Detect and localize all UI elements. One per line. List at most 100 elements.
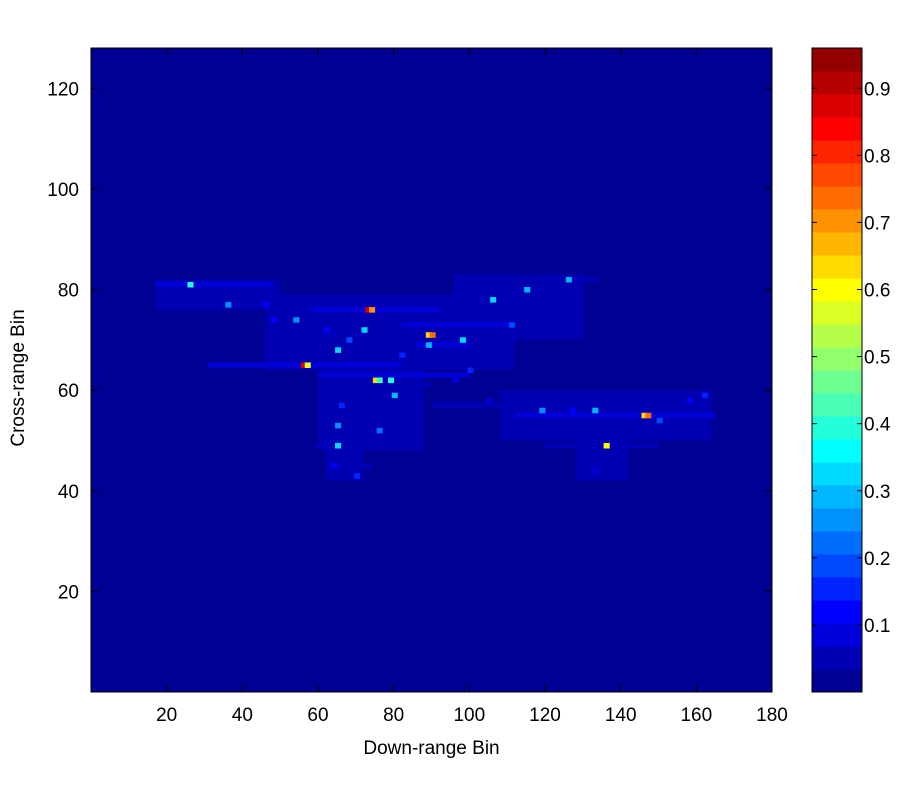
colorbar-segment <box>812 485 862 509</box>
colorbar-segment <box>812 324 862 348</box>
heatmap-cell <box>399 352 406 358</box>
heatmap-cell <box>429 332 436 338</box>
heatmap-cell <box>361 327 368 333</box>
colorbar-segment <box>812 347 862 371</box>
y-tick-label: 40 <box>58 482 79 503</box>
colorbar-tick-label: 0.7 <box>864 213 890 234</box>
heatmap-cell <box>425 332 432 338</box>
x-axis-ticks: 20 40 60 80 100 120 140 160 180 <box>156 48 788 726</box>
colorbar-tick-label: 0.3 <box>864 482 890 503</box>
colorbar-segment <box>812 531 862 555</box>
heatmap-cell <box>225 302 232 308</box>
heatmap-cell <box>702 392 709 399</box>
y-axis-ticks: 20 40 60 80 100 120 <box>47 79 772 603</box>
colorbar-tick-label: 0.6 <box>864 281 890 302</box>
heatmap-streak <box>314 442 371 448</box>
heatmap-cell <box>425 342 432 348</box>
colorbar-segment <box>812 301 862 325</box>
colorbar-segment <box>812 554 862 578</box>
heatmap-cell <box>300 362 308 368</box>
heatmap-cell <box>293 317 300 323</box>
heatmap-cell <box>645 412 652 419</box>
colorbar-segment <box>812 577 862 601</box>
colorbar-tick-label: 0.2 <box>864 549 890 570</box>
heatmap-cluster <box>575 430 629 481</box>
heatmap-cell <box>335 422 342 429</box>
colorbar-segment <box>812 94 862 118</box>
colorbar-frame <box>811 47 863 693</box>
heatmap-cell <box>391 392 398 399</box>
colorbar-tick-label: 0.5 <box>864 348 890 369</box>
y-tick-label: 20 <box>58 582 79 603</box>
colorbar-segment <box>812 439 862 463</box>
heatmap-cell <box>376 377 383 384</box>
heatmap-streak <box>325 463 371 469</box>
heatmap-cell <box>376 427 383 434</box>
colorbar-segment <box>812 508 862 532</box>
colorbar-segment <box>812 232 862 256</box>
x-tick-label: 40 <box>232 705 253 726</box>
heatmap-cell <box>565 276 572 283</box>
heatmap-streak <box>325 392 424 398</box>
colorbar-segment <box>812 600 862 624</box>
x-tick-label: 180 <box>756 705 788 726</box>
heatmap-cell <box>335 442 342 449</box>
x-tick-label: 20 <box>156 705 177 726</box>
colorbar-segment <box>812 117 862 141</box>
heatmap-cell <box>365 307 372 313</box>
x-tick-label: 100 <box>453 705 485 726</box>
y-axis-label: Cross-range Bin <box>8 309 29 446</box>
heatmap-cell <box>603 442 610 449</box>
colorbar-segment <box>812 393 862 417</box>
y-tick-label: 100 <box>47 180 79 201</box>
heatmap-cell <box>338 402 345 409</box>
heatmap-streak <box>401 322 515 328</box>
colorbar-segment <box>812 462 862 486</box>
heatmap-streak <box>318 332 470 338</box>
heatmap-cell <box>452 377 459 384</box>
x-tick-label: 60 <box>307 705 328 726</box>
heatmap-cell <box>263 302 270 308</box>
y-tick-label: 120 <box>47 79 79 100</box>
heatmap-cell <box>592 468 599 474</box>
heatmap-cell <box>467 367 474 374</box>
heatmap-streak <box>431 402 576 408</box>
colorbar-tick-label: 0.4 <box>864 415 891 436</box>
heatmap-cell <box>304 362 311 368</box>
colorbar-segment <box>812 370 862 394</box>
heatmap-cell <box>331 463 338 469</box>
x-tick-label: 80 <box>383 705 404 726</box>
colorbar-segment <box>812 255 862 279</box>
colorbar-segment <box>812 646 862 670</box>
heatmap-cell <box>686 397 693 404</box>
colorbar-segment <box>812 623 862 647</box>
heatmap-cell <box>346 337 353 343</box>
heatmap-cell <box>592 407 599 414</box>
heatmap-cell <box>353 473 360 479</box>
colorbar-segment <box>812 140 862 164</box>
heatmap-streak <box>514 412 716 418</box>
x-tick-label: 160 <box>680 705 712 726</box>
colorbar-segment <box>812 416 862 440</box>
colorbar-segment <box>812 669 862 693</box>
colorbar-segment <box>812 71 862 95</box>
y-tick-label: 60 <box>58 381 79 402</box>
heatmap-cell <box>656 417 663 424</box>
heatmap-cell <box>270 317 277 323</box>
heatmap-cell <box>641 412 648 419</box>
heatmap-cluster <box>318 370 424 451</box>
heatmap-cell <box>459 337 466 343</box>
heatmap-streak <box>355 382 432 388</box>
heatmap-cell <box>187 281 194 288</box>
colorbar-tick-label: 0.8 <box>864 146 890 167</box>
colorbar-segment <box>812 278 862 302</box>
heatmap-cell <box>323 327 330 333</box>
x-tick-label: 120 <box>529 705 561 726</box>
heatmap-cell <box>524 286 531 293</box>
heatmap-cell <box>569 407 576 414</box>
heatmap-cell <box>335 347 342 353</box>
heatmap-cell <box>387 377 395 384</box>
heatmap-cell <box>509 322 516 328</box>
heatmap-cell <box>490 297 497 303</box>
